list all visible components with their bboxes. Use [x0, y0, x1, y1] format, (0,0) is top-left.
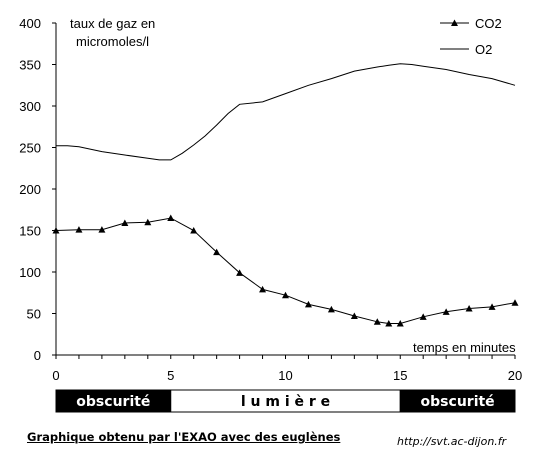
data-point-co2 [419, 313, 427, 320]
legend-co2-marker [451, 19, 458, 26]
data-point-co2 [327, 305, 335, 313]
y-tick-label: 250 [19, 141, 41, 156]
data-point-co2 [75, 226, 83, 233]
series-layer [52, 63, 519, 327]
band-dark-label: obscurité [421, 394, 495, 410]
data-point-co2 [144, 218, 152, 226]
data-point-co2 [350, 312, 358, 319]
y-tick-label: 100 [19, 265, 41, 280]
y-tick-label: 150 [19, 224, 41, 239]
x-axis-ticks: 0 5 10 15 20 [52, 355, 522, 383]
y-axis-label-line-1: taux de gaz en [70, 16, 155, 31]
chart: 0 50 100 150 200 250 300 350 400 0 5 10 15 20 taux d… [19, 16, 522, 413]
data-point-co2 [511, 299, 519, 306]
series-o2-line [56, 63, 516, 161]
light-period-bands: obscurité l u m i è r e obscurité [55, 389, 516, 413]
data-point-co2 [121, 219, 129, 227]
legend: CO2 O2 [440, 16, 502, 57]
axes [55, 23, 515, 356]
x-tick-label: 10 [278, 368, 292, 383]
data-point-co2 [213, 248, 221, 256]
band-dark-label: obscurité [76, 394, 150, 410]
data-point-co2 [259, 285, 267, 293]
y-tick-label: 350 [19, 58, 41, 73]
data-point-co2 [236, 269, 244, 276]
data-point-co2 [385, 319, 393, 327]
y-axis-ticks: 0 50 100 150 200 250 300 350 400 [19, 16, 56, 363]
y-tick-label: 50 [27, 307, 41, 322]
data-point-co2 [373, 318, 381, 325]
y-tick-label: 200 [19, 182, 41, 197]
y-axis-label-line-2: micromoles/l [76, 34, 149, 49]
data-point-co2 [52, 227, 60, 234]
band-dark [399, 389, 516, 413]
y-tick-label: 0 [34, 348, 41, 363]
x-tick-label: 20 [508, 368, 522, 383]
x-tick-label: 0 [52, 368, 59, 383]
data-point-co2 [396, 319, 404, 327]
data-point-co2 [98, 226, 106, 233]
data-point-co2 [190, 227, 198, 234]
legend-o2-label: O2 [475, 42, 492, 57]
x-axis-label: temps en minutes [413, 340, 516, 355]
x-tick-label: 15 [393, 368, 407, 383]
figure-caption: Graphique obtenu par l'EXAO avec des eug… [27, 430, 341, 444]
series-co2-line [55, 217, 516, 324]
legend-co2-label: CO2 [475, 16, 502, 31]
data-point-co2 [282, 291, 289, 299]
y-tick-label: 300 [19, 99, 41, 114]
data-point-co2 [167, 214, 175, 222]
data-point-co2 [488, 303, 496, 310]
band-light-label: l u m i è r e [241, 394, 330, 410]
y-tick-label: 400 [19, 16, 41, 31]
data-point-co2 [442, 308, 450, 315]
data-point-co2 [304, 300, 312, 308]
data-point-co2 [465, 305, 473, 312]
source-url: http://svt.ac-dijon.fr [397, 435, 507, 448]
x-tick-label: 5 [167, 368, 174, 383]
